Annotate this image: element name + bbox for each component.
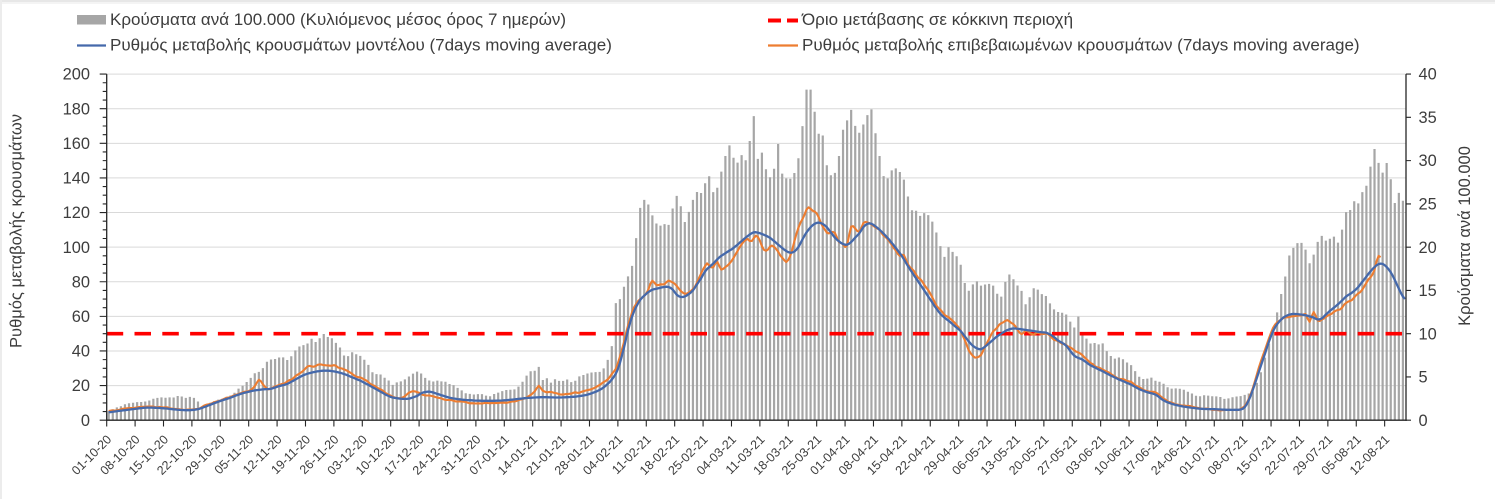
svg-text:Ρυθμός μεταβολής επιβεβαιωμένω: Ρυθμός μεταβολής επιβεβαιωμένων κρουσμάτ… xyxy=(802,36,1360,55)
svg-text:15: 15 xyxy=(1419,282,1437,300)
svg-text:80: 80 xyxy=(72,273,90,291)
svg-text:10: 10 xyxy=(1419,325,1437,343)
svg-text:40: 40 xyxy=(1419,66,1437,84)
svg-text:35: 35 xyxy=(1419,109,1437,127)
svg-text:Κρούσματα ανά 100.000 (Κυλιόμε: Κρούσματα ανά 100.000 (Κυλιόμενος μέσος … xyxy=(110,10,566,29)
svg-text:40: 40 xyxy=(72,343,90,361)
svg-text:Ρυθμός μεταβολής κρουσμάτων μο: Ρυθμός μεταβολής κρουσμάτων μοντέλου (7d… xyxy=(110,36,612,55)
svg-text:180: 180 xyxy=(63,100,90,118)
svg-text:140: 140 xyxy=(63,170,90,188)
svg-text:30: 30 xyxy=(1419,152,1437,170)
svg-text:20: 20 xyxy=(1419,239,1437,257)
svg-text:Κρούσματα ανά 100.000: Κρούσματα ανά 100.000 xyxy=(1456,146,1474,326)
svg-text:100: 100 xyxy=(63,239,90,257)
svg-text:Όριο μετάβασης σε κόκκινη περι: Όριο μετάβασης σε κόκκινη περιοχή xyxy=(801,10,1073,29)
svg-text:5: 5 xyxy=(1419,369,1428,387)
svg-text:Ρυθμός μεταβολής κρουσμάτων: Ρυθμός μεταβολής κρουσμάτων xyxy=(8,114,26,348)
svg-text:0: 0 xyxy=(1419,412,1428,430)
svg-text:60: 60 xyxy=(72,308,90,326)
svg-text:160: 160 xyxy=(63,135,90,153)
svg-text:200: 200 xyxy=(63,66,90,84)
svg-text:20: 20 xyxy=(72,377,90,395)
svg-text:120: 120 xyxy=(63,204,90,222)
svg-text:25: 25 xyxy=(1419,195,1437,213)
svg-text:0: 0 xyxy=(81,412,90,430)
